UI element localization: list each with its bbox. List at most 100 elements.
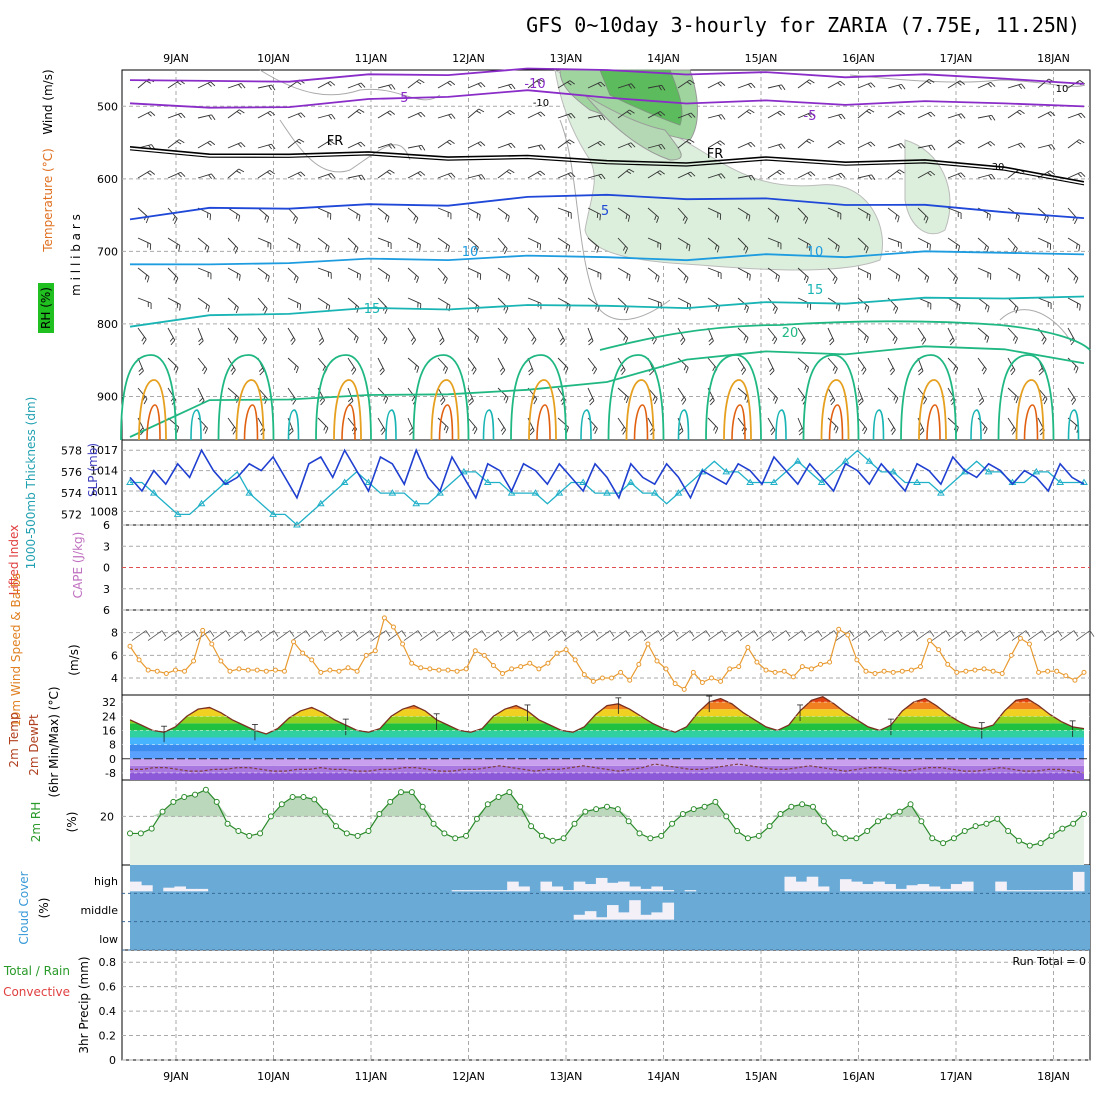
wind-barb <box>769 370 775 376</box>
wind-barb <box>832 365 836 371</box>
wind-barb <box>448 114 452 119</box>
rh-marker <box>246 832 253 839</box>
wind-barb <box>356 272 359 279</box>
rh-marker <box>387 798 394 805</box>
wind-barb <box>737 267 751 275</box>
wind-barb <box>1075 277 1079 284</box>
wind-barb <box>296 140 302 144</box>
cloud-bar-high <box>573 881 586 892</box>
wind-barb <box>984 245 987 251</box>
wind-barb <box>656 217 659 223</box>
cloud-bar-high <box>462 890 475 892</box>
wind-barb <box>474 335 477 341</box>
wind10-marker <box>654 658 660 664</box>
wind-barb <box>989 214 991 221</box>
wind-barb <box>867 142 872 147</box>
wind-barb <box>838 305 841 312</box>
wind10-barb <box>641 630 647 637</box>
thickness-marker <box>626 478 635 485</box>
wind10-barb <box>659 630 675 641</box>
wind10-marker <box>390 624 396 630</box>
wind-barb <box>175 243 178 249</box>
wind-barb <box>1073 218 1078 225</box>
wind-barb <box>173 365 177 371</box>
wind-barb <box>917 111 931 119</box>
rh-marker <box>419 803 426 810</box>
cloud-bar-high <box>584 884 597 892</box>
wind-barb <box>587 387 595 401</box>
low-level-contour <box>385 409 397 441</box>
date-tick-top: 15JAN <box>745 52 778 65</box>
wind-barb <box>986 336 990 343</box>
wind-barb <box>683 365 687 371</box>
wind-barb <box>535 217 539 224</box>
wind10-marker <box>527 660 533 666</box>
wind-barb <box>180 112 186 119</box>
wind10-marker <box>745 644 751 650</box>
wind-barb <box>1037 237 1051 245</box>
rh-marker <box>224 820 231 827</box>
contour-label: 10 <box>462 245 479 260</box>
wind-barb <box>917 237 931 245</box>
wind-barb <box>690 112 696 118</box>
ylabel-temp2m: 2m Temp <box>7 712 21 767</box>
wind-barb <box>617 327 629 339</box>
wind-barb <box>139 427 144 432</box>
wind-barb <box>710 400 715 406</box>
ylabel-wind10-units: (m/s) <box>67 644 81 675</box>
wind-barb <box>468 397 473 402</box>
wind-barb <box>567 173 572 178</box>
wind-barb <box>442 365 446 371</box>
wind-barb <box>295 367 299 374</box>
wind-barb <box>568 245 571 252</box>
wind10-barb <box>931 630 947 641</box>
wind-barb <box>557 327 565 341</box>
wind-barb <box>957 245 961 252</box>
wind-barb <box>172 216 176 221</box>
wind-barb <box>587 337 593 342</box>
wind-barb <box>347 387 354 402</box>
wind10-marker <box>754 659 760 665</box>
wind-barb <box>137 327 147 340</box>
wind-barb <box>1048 145 1052 150</box>
wind-barb <box>227 142 242 149</box>
wind-barb <box>887 417 896 431</box>
ylabel-wind: Wind (m/s) <box>41 69 55 134</box>
wind-barb <box>234 247 239 254</box>
wind-barb <box>988 174 992 180</box>
wind10-barb <box>1041 630 1047 637</box>
rh-contour <box>999 309 1071 341</box>
wind10-marker <box>481 652 487 658</box>
ylabel-lifted-index: Lifted Index <box>7 525 21 596</box>
wind-barb <box>898 275 901 282</box>
date-tick-bottom: 14JAN <box>647 1070 680 1083</box>
wind-barb <box>300 112 306 118</box>
rh-marker <box>1059 825 1066 832</box>
cloud-bar-middle <box>629 900 641 920</box>
wind-barb <box>718 115 722 120</box>
wind-barb <box>177 173 182 178</box>
thickness-marker <box>460 467 468 475</box>
wind10-marker <box>1054 668 1060 674</box>
wind-barb <box>236 170 242 174</box>
contour-label: 10 <box>1056 84 1069 95</box>
wind-barb <box>623 335 627 341</box>
date-tick-bottom: 13JAN <box>550 1070 583 1083</box>
low-level-contour <box>802 354 860 441</box>
wind-barb <box>318 337 323 342</box>
wind-barb <box>767 110 781 119</box>
wind10-marker <box>427 666 433 672</box>
wind-barb <box>652 338 657 345</box>
wind-barb <box>775 274 778 280</box>
wind-barb <box>617 109 630 119</box>
wind-barb <box>262 306 266 311</box>
wind-barb <box>600 81 606 87</box>
wind-barb <box>887 327 898 339</box>
wind-barb <box>947 139 960 149</box>
wind-barb <box>557 113 572 119</box>
isotherm-15 <box>129 295 1085 328</box>
wind-barb <box>1007 327 1018 339</box>
temp-band <box>130 737 1084 745</box>
